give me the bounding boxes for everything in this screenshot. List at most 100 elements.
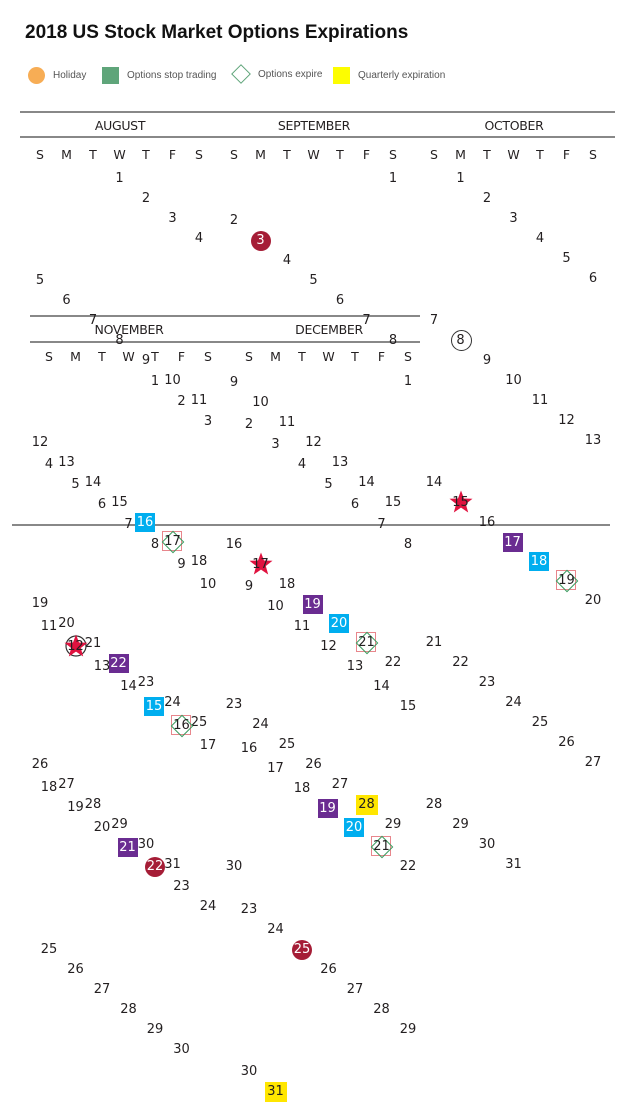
day-number: 5 bbox=[562, 251, 571, 266]
day-cell-options-expire: 21 bbox=[370, 836, 393, 857]
day-cell: 18 bbox=[276, 575, 298, 595]
weekday-header: T bbox=[98, 349, 106, 364]
day-number: 15 bbox=[399, 699, 417, 714]
day-cell: 17 bbox=[265, 759, 287, 779]
day-cell: 8 bbox=[109, 331, 131, 351]
day-number: 27 bbox=[346, 982, 364, 997]
day-number: 5 bbox=[324, 477, 333, 492]
month-title: SEPTEMBER bbox=[277, 118, 351, 133]
day-number: 10 bbox=[252, 395, 269, 410]
day-number: 6 bbox=[62, 293, 71, 308]
day-cell: 15 bbox=[397, 697, 419, 717]
day-cell: 11 bbox=[188, 391, 210, 411]
day-cell: 8 bbox=[397, 535, 419, 555]
day-number: 8 bbox=[388, 333, 398, 348]
weekday-header: W bbox=[122, 349, 135, 364]
day-number: 27 bbox=[584, 755, 602, 770]
day-number: 28 bbox=[84, 797, 102, 812]
day-number: 11 bbox=[278, 415, 296, 430]
day-cell: 23 bbox=[238, 900, 260, 920]
day-number: 12 bbox=[31, 435, 49, 450]
day-cell: 13 bbox=[329, 453, 351, 473]
day-cell: 27 bbox=[329, 775, 351, 795]
day-number: 23 bbox=[240, 902, 258, 917]
day-number: 15 bbox=[452, 495, 469, 510]
day-number: 1 bbox=[403, 374, 413, 389]
day-cell: 30 bbox=[135, 835, 157, 855]
day-number: 12 bbox=[558, 413, 575, 428]
day-cell: 5 bbox=[318, 475, 340, 495]
day-number: 13 bbox=[346, 659, 364, 674]
day-cell-starred: 15 bbox=[449, 490, 472, 513]
day-cell-options-expire: 19 bbox=[555, 570, 578, 591]
weekday-header: F bbox=[362, 147, 371, 162]
day-number: 26 bbox=[558, 735, 575, 750]
month-title: OCTOBER bbox=[484, 118, 544, 133]
day-number: 26 bbox=[67, 962, 84, 977]
day-cell-starred: 12 bbox=[64, 634, 87, 657]
day-number: 26 bbox=[31, 757, 49, 772]
day-cell: 4 bbox=[188, 229, 210, 249]
day-cell: 30 bbox=[171, 1040, 193, 1060]
day-number: 5 bbox=[71, 477, 80, 492]
day-cell: 3 bbox=[162, 209, 184, 229]
day-number: 31 bbox=[164, 857, 181, 872]
day-cell: 16 bbox=[476, 513, 498, 533]
day-cell: 24 bbox=[250, 715, 272, 735]
day-number: 21 bbox=[119, 840, 136, 855]
day-number: 28 bbox=[120, 1002, 137, 1017]
day-cell: 2 bbox=[476, 189, 498, 209]
day-number: 4 bbox=[194, 231, 204, 246]
day-cell: 15 bbox=[382, 493, 404, 513]
day-cell: 16 bbox=[223, 535, 245, 555]
day-number: 11 bbox=[40, 619, 58, 634]
day-cell: 7 bbox=[356, 311, 378, 331]
weekday-header: T bbox=[89, 147, 97, 162]
day-number: 2 bbox=[244, 417, 254, 432]
month-december: DECEMBER S M T W T F S 1 2 3 4 5 6 7 8 9 10 11 12 13 14 15 16 17… bbox=[0, 0, 416, 1102]
day-cell: 3 bbox=[265, 435, 287, 455]
day-cell: 5 bbox=[556, 249, 578, 269]
day-number: 17 bbox=[504, 535, 521, 550]
day-cell: 3 bbox=[503, 209, 525, 229]
day-cell: 26 bbox=[65, 960, 87, 980]
day-cell: 24 bbox=[197, 897, 219, 917]
day-number: 3 bbox=[203, 414, 213, 429]
day-number: 19 bbox=[31, 596, 49, 611]
weekday-header: S bbox=[389, 147, 397, 162]
day-number: 17 bbox=[164, 534, 181, 549]
day-cell: 25 bbox=[276, 735, 298, 755]
day-number: 22 bbox=[384, 655, 402, 670]
day-cell: 5 bbox=[65, 475, 87, 495]
day-number: 22 bbox=[399, 859, 417, 874]
day-cell: 1 bbox=[109, 169, 131, 189]
day-cell: 6 bbox=[329, 291, 351, 311]
day-number: 29 bbox=[452, 817, 469, 832]
day-cell: 13 bbox=[91, 657, 113, 677]
day-number: 17 bbox=[199, 738, 217, 753]
day-number: 3 bbox=[256, 233, 265, 248]
day-number: 3 bbox=[271, 437, 280, 452]
day-cell: 11 bbox=[529, 391, 551, 411]
day-number: 2 bbox=[482, 191, 492, 206]
day-number: 13 bbox=[93, 659, 111, 674]
day-cell: 11 bbox=[276, 413, 298, 433]
top-row-upper-rule bbox=[20, 111, 615, 113]
day-number: 8 bbox=[456, 333, 465, 348]
day-cell: 31 bbox=[503, 855, 525, 875]
day-cell: 9 bbox=[171, 555, 193, 575]
day-cell: 7 bbox=[82, 311, 104, 331]
weekday-header: S bbox=[45, 349, 53, 364]
day-number: 30 bbox=[478, 837, 496, 852]
weekday-header: M bbox=[61, 147, 72, 162]
month-title: NOVEMBER bbox=[94, 322, 164, 337]
day-number: 30 bbox=[240, 1064, 258, 1079]
day-number: 4 bbox=[44, 457, 54, 472]
day-number: 15 bbox=[145, 699, 163, 714]
day-number: 14 bbox=[373, 679, 390, 694]
legend-quarterly: Quarterly expiration bbox=[333, 67, 445, 84]
weekday-header: M bbox=[455, 147, 466, 162]
day-cell: 5 bbox=[303, 271, 325, 291]
day-number: 2 bbox=[141, 191, 151, 206]
bottom-row-upper-rule bbox=[30, 315, 420, 317]
